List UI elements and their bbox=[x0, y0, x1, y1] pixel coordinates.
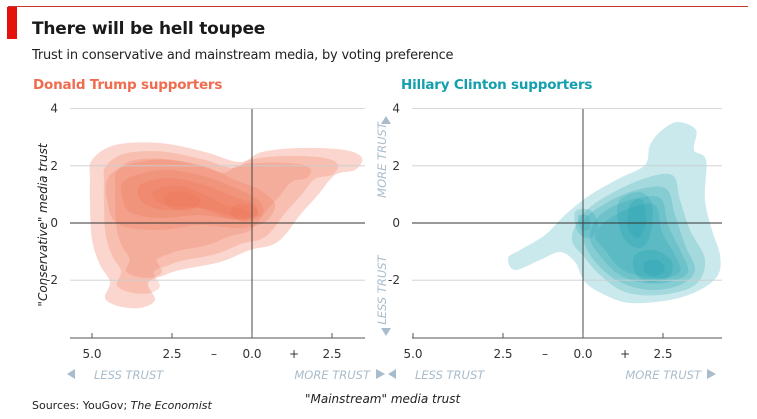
trump-x-tick-label: 2.5 bbox=[162, 347, 181, 361]
up-arrow-icon bbox=[381, 116, 391, 124]
sources-note: Sources: YouGov; The Economist bbox=[32, 399, 212, 412]
trump-y-tick-label: -2 bbox=[46, 273, 58, 287]
sources-prefix: Sources: YouGov; bbox=[32, 399, 131, 412]
brand-red-tag bbox=[7, 7, 17, 39]
density-contour-level-1 bbox=[507, 122, 721, 304]
clinton-x-tick-label: 0.0 bbox=[573, 347, 592, 361]
right-arrow-icon bbox=[376, 369, 385, 379]
panel-trump bbox=[89, 142, 363, 309]
clinton-y-tick-label: -2 bbox=[388, 273, 400, 287]
density-core-9 bbox=[627, 198, 647, 239]
density-core-2 bbox=[581, 186, 696, 291]
clinton-x-hint-more: MORE TRUST bbox=[625, 368, 702, 382]
clinton-y-tick-label: 0 bbox=[392, 216, 400, 230]
density-core-2 bbox=[120, 169, 264, 220]
panel-clinton bbox=[507, 122, 721, 304]
left-arrow-icon bbox=[67, 369, 75, 379]
density-contour-level-3 bbox=[114, 158, 312, 279]
trump-y-tick-label: 2 bbox=[50, 159, 58, 173]
chart-subtitle: Trust in conservative and mainstream med… bbox=[32, 48, 454, 63]
trump-y-tick-label: 0 bbox=[50, 216, 58, 230]
panel-title-clinton: Hillary Clinton supporters bbox=[401, 77, 593, 93]
density-core-7 bbox=[632, 249, 673, 283]
trump-x-tick-label: – bbox=[211, 347, 217, 361]
trump-x-tick-label: 2.5 bbox=[322, 347, 341, 361]
density-core-1 bbox=[105, 159, 276, 230]
right-arrow-icon bbox=[707, 369, 716, 379]
x-axis-title: "Mainstream" media trust bbox=[305, 392, 461, 406]
panel-title-trump: Donald Trump supporters bbox=[33, 77, 223, 93]
density-core-6 bbox=[617, 191, 653, 249]
y-axis-title: "Conservative" media trust bbox=[36, 142, 50, 306]
clinton-y-tick-label: 4 bbox=[392, 102, 400, 116]
left-arrow-icon bbox=[388, 369, 396, 379]
down-arrow-icon bbox=[381, 328, 391, 336]
sources-publication: The Economist bbox=[130, 399, 212, 412]
clinton-x-tick-label: 2.5 bbox=[493, 347, 512, 361]
trump-x-tick-label: + bbox=[289, 347, 299, 361]
density-core-5 bbox=[164, 191, 201, 211]
trump-x-tick-label: 0.0 bbox=[242, 347, 261, 361]
density-core-1 bbox=[571, 173, 706, 296]
clinton-x-hint-less: LESS TRUST bbox=[415, 368, 485, 382]
trump-y-tick-label: 4 bbox=[50, 102, 58, 116]
density-core-4 bbox=[595, 203, 681, 279]
density-core-3 bbox=[137, 178, 258, 218]
clinton-x-tick-label: 5.0 bbox=[403, 347, 422, 361]
density-contour-level-1 bbox=[89, 142, 363, 309]
y-hint-more: MORE TRUST bbox=[375, 121, 389, 198]
y-hint-less: LESS TRUST bbox=[375, 254, 389, 324]
density-core-8 bbox=[643, 259, 666, 277]
clinton-y-tick-label: 2 bbox=[392, 159, 400, 173]
density-core-4 bbox=[152, 185, 251, 220]
density-core-3 bbox=[589, 196, 689, 284]
trump-x-tick-label: 5.0 bbox=[82, 347, 101, 361]
trump-x-hint-less: LESS TRUST bbox=[94, 368, 164, 382]
top-rule bbox=[8, 6, 748, 7]
clinton-x-tick-label: 2.5 bbox=[653, 347, 672, 361]
clinton-x-tick-label: – bbox=[542, 347, 548, 361]
chart-title: There will be hell toupee bbox=[32, 19, 266, 39]
clinton-x-tick-label: + bbox=[620, 347, 630, 361]
trump-x-hint-more: MORE TRUST bbox=[294, 368, 371, 382]
